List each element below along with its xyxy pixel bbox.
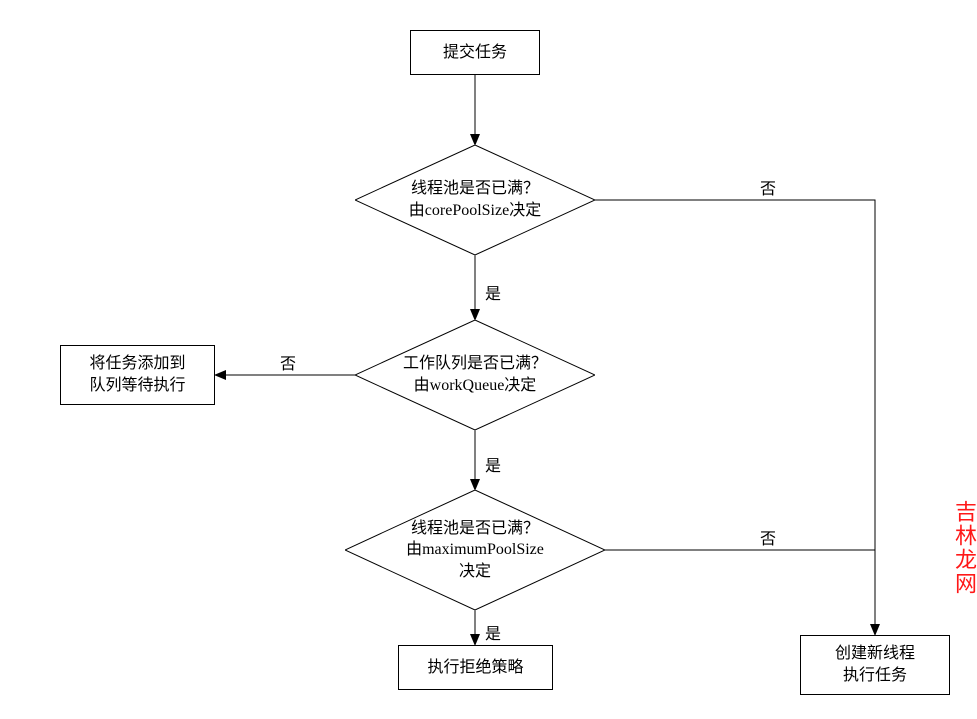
diamond-shape xyxy=(345,490,605,610)
watermark: 吉林龙网 xyxy=(948,500,977,596)
node-create-thread: 创建新线程 执行任务 xyxy=(800,635,950,695)
edge-label-e_d1_d2: 是 xyxy=(485,280,501,304)
edge-label-e_d2_d3: 是 xyxy=(485,452,501,476)
node-decision-maxpool: 线程池是否已满？ 由maximumPoolSize 决定 xyxy=(345,490,605,610)
edge-label-e_d3_reject: 是 xyxy=(485,620,501,644)
node-reject: 执行拒绝策略 xyxy=(398,645,553,690)
node-enqueue: 将任务添加到 队列等待执行 xyxy=(60,345,215,405)
node-enqueue-line1: 将任务添加到 xyxy=(89,353,185,375)
edge-label-e_d2_left: 否 xyxy=(280,350,296,374)
node-start-label: 提交任务 xyxy=(443,42,507,64)
node-create-thread-line1: 创建新线程 xyxy=(835,643,915,665)
edge-label-e_d1_right: 否 xyxy=(760,175,776,199)
node-decision-workqueue: 工作队列是否已满？ 由workQueue决定 xyxy=(355,320,595,430)
node-decision-corepool: 线程池是否已满？ 由corePoolSize决定 xyxy=(355,145,595,255)
node-create-thread-line2: 执行任务 xyxy=(835,665,915,687)
node-reject-label: 执行拒绝策略 xyxy=(427,657,523,679)
edge-e_d1_right xyxy=(595,200,875,635)
diamond-shape xyxy=(355,320,595,430)
diamond-shape xyxy=(355,145,595,255)
node-start: 提交任务 xyxy=(410,30,540,75)
edge-label-e_d3_right: 否 xyxy=(760,525,776,549)
node-enqueue-line2: 队列等待执行 xyxy=(89,375,185,397)
flowchart-canvas: 提交任务 线程池是否已满？ 由corePoolSize决定 工作队列是否已满？ … xyxy=(0,0,977,719)
